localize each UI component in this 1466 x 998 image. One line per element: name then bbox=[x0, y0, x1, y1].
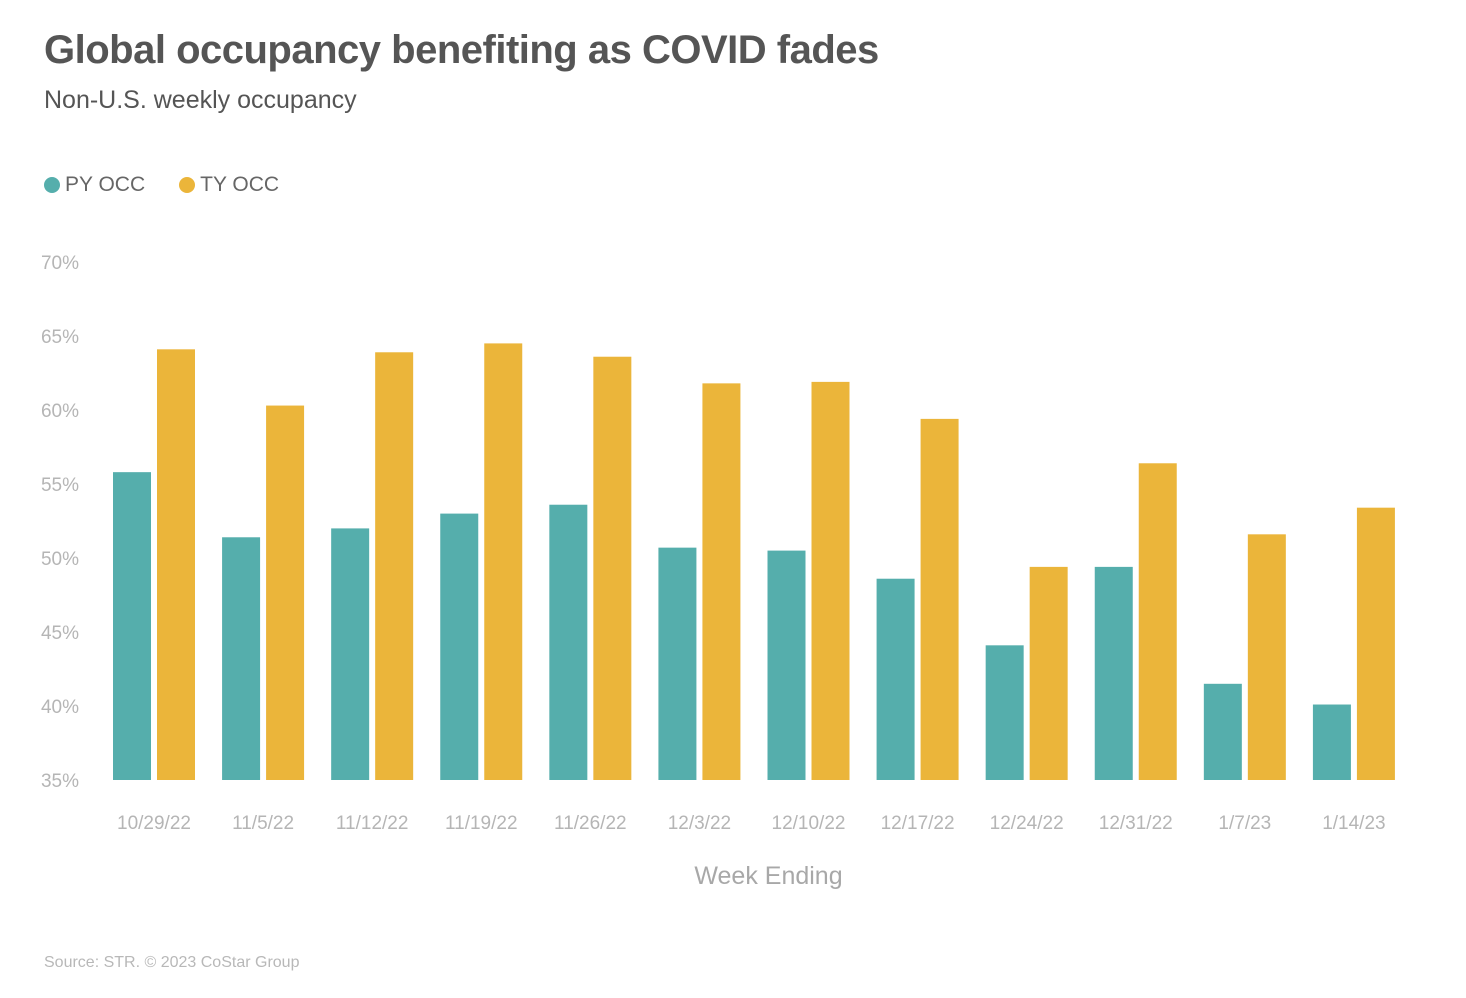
x-tick-label: 12/10/22 bbox=[772, 813, 846, 834]
bar-py-12/17/22 bbox=[876, 578, 915, 780]
bar-ty-11/12/22 bbox=[375, 352, 414, 780]
y-tick-label: 60% bbox=[41, 401, 79, 422]
bar-ty-12/10/22 bbox=[811, 381, 850, 780]
bar-py-11/5/22 bbox=[222, 537, 261, 780]
bar-py-12/24/22 bbox=[985, 645, 1024, 780]
x-axis-title: Week Ending bbox=[694, 862, 842, 890]
x-tick-label: 12/17/22 bbox=[881, 813, 955, 834]
bar-py-1/14/23 bbox=[1312, 704, 1351, 780]
bar-ty-12/17/22 bbox=[920, 418, 959, 780]
bar-py-12/31/22 bbox=[1094, 566, 1133, 780]
bar-ty-12/3/22 bbox=[702, 383, 741, 780]
bar-ty-11/26/22 bbox=[593, 356, 632, 780]
bar-py-11/19/22 bbox=[440, 513, 479, 780]
bar-ty-12/31/22 bbox=[1138, 463, 1177, 780]
legend-label-py: PY OCC bbox=[65, 173, 146, 196]
legend-item-py: PY OCC bbox=[44, 173, 145, 197]
x-tick-label: 12/24/22 bbox=[990, 813, 1064, 834]
bar-py-10/29/22 bbox=[113, 472, 151, 780]
x-tick-label: 12/31/22 bbox=[1099, 813, 1173, 834]
bar-py-12/10/22 bbox=[767, 550, 806, 780]
bar-ty-11/19/22 bbox=[484, 343, 523, 780]
x-tick-label: 11/5/22 bbox=[232, 813, 294, 834]
bar-ty-1/14/23 bbox=[1356, 507, 1395, 780]
y-tick-label: 45% bbox=[41, 623, 79, 644]
bar-py-11/12/22 bbox=[331, 528, 370, 780]
x-tick-label: 12/3/22 bbox=[668, 813, 731, 834]
x-tick-label: 10/29/22 bbox=[117, 813, 191, 834]
bar-py-1/7/23 bbox=[1203, 683, 1242, 780]
x-tick-label: 1/14/23 bbox=[1322, 813, 1385, 834]
y-tick-label: 40% bbox=[41, 697, 79, 718]
bar-ty-1/7/23 bbox=[1247, 534, 1286, 780]
bar-ty-10/29/22 bbox=[157, 349, 195, 780]
y-tick-label: 50% bbox=[41, 549, 79, 570]
chart-title: Global occupancy benefiting as COVID fad… bbox=[44, 28, 879, 72]
legend-dot-ty bbox=[179, 177, 196, 193]
x-tick-label: 11/19/22 bbox=[445, 813, 518, 834]
y-tick-label: 55% bbox=[41, 475, 79, 496]
x-tick-label: 11/26/22 bbox=[554, 813, 627, 834]
bar-py-11/26/22 bbox=[549, 504, 588, 780]
chart-subtitle: Non-U.S. weekly occupancy bbox=[44, 86, 357, 114]
x-tick-label: 1/7/23 bbox=[1218, 813, 1271, 834]
y-tick-label: 70% bbox=[41, 253, 79, 274]
y-tick-label: 65% bbox=[41, 327, 79, 348]
legend-label-ty: TY OCC bbox=[200, 173, 280, 196]
bar-ty-11/5/22 bbox=[266, 405, 305, 780]
y-tick-label: 35% bbox=[41, 771, 79, 792]
legend: PY OCC TY OCC bbox=[44, 173, 313, 197]
source-note: Source: STR. © 2023 CoStar Group bbox=[44, 954, 300, 971]
legend-item-ty: TY OCC bbox=[179, 173, 279, 197]
legend-dot-py bbox=[44, 177, 60, 193]
bar-ty-12/24/22 bbox=[1029, 566, 1068, 780]
bar-py-12/3/22 bbox=[658, 547, 697, 780]
x-tick-label: 11/12/22 bbox=[336, 813, 409, 834]
